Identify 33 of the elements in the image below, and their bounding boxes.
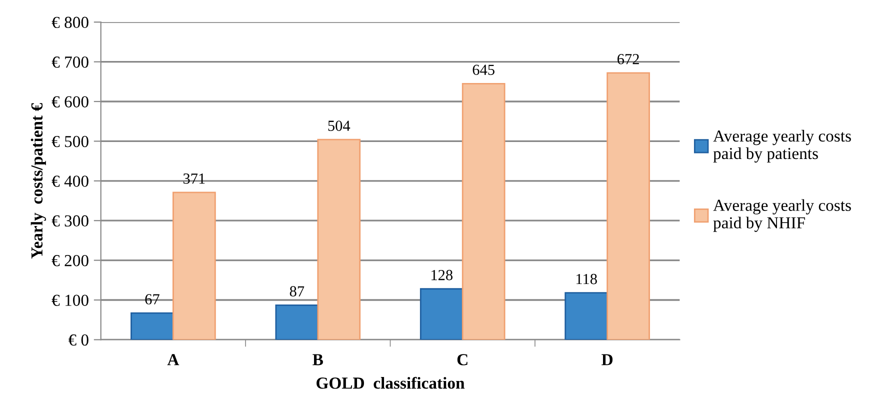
data-label: 118 (576, 274, 597, 284)
y-tick-label: € 800 (52, 16, 88, 28)
data-label: 67 (145, 294, 160, 304)
bar (564, 292, 608, 340)
bar (130, 312, 174, 340)
bar (317, 138, 361, 340)
y-tick-label: € 500 (52, 136, 88, 148)
x-tick-label: D (602, 354, 613, 366)
y-axis-title: Yearly costs/patient € (30, 103, 46, 259)
x-tick-label: C (457, 354, 468, 366)
data-label: 645 (472, 64, 494, 75)
data-label: 87 (290, 286, 304, 296)
y-tick-label: € 600 (52, 96, 88, 108)
data-label: 371 (183, 173, 205, 184)
x-tick-label: A (167, 354, 180, 366)
bar (420, 288, 464, 340)
y-tick-label: € 200 (52, 254, 88, 266)
bar (172, 192, 216, 340)
y-tick-label: € 400 (52, 176, 88, 187)
bar (462, 82, 506, 340)
y-tick-label: € 100 (52, 294, 88, 306)
y-tick-label: € 700 (52, 56, 88, 68)
legend-label: Average yearly costs paid by NHIF (713, 199, 851, 232)
legend-label: Average yearly costs paid by patients (713, 130, 851, 163)
data-label: 504 (328, 120, 350, 131)
bar (275, 304, 319, 340)
data-label: 672 (618, 54, 639, 64)
y-tick-label: € 0 (68, 334, 88, 346)
bar (606, 72, 650, 340)
x-axis-title: GOLD classification (316, 376, 465, 389)
y-tick-label: € 300 (52, 215, 88, 227)
data-label: 128 (432, 270, 453, 280)
x-tick-label: B (312, 354, 324, 366)
